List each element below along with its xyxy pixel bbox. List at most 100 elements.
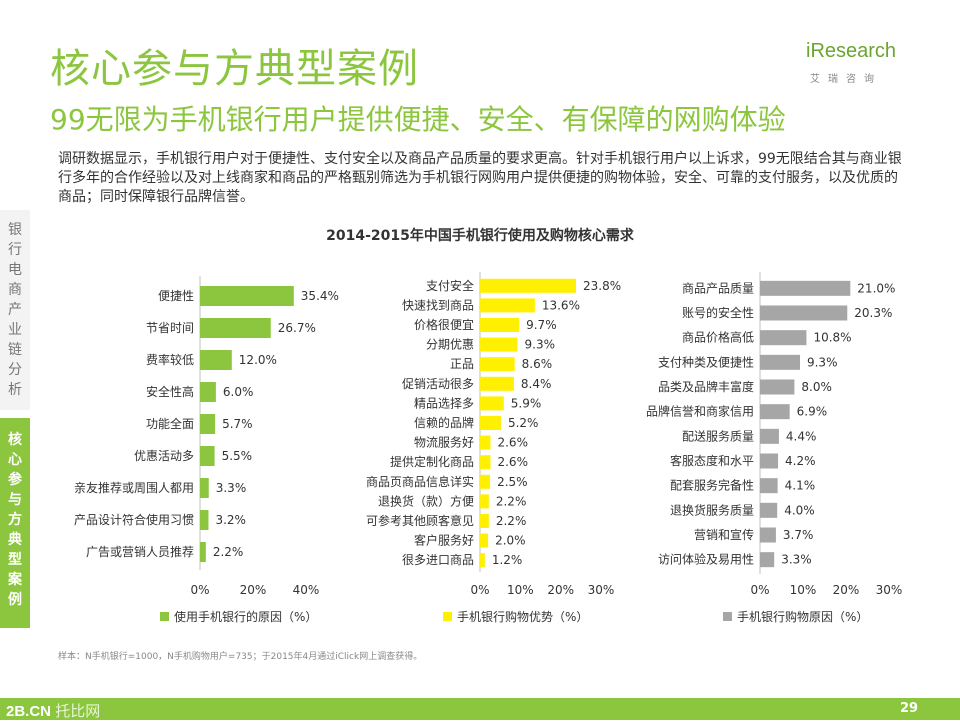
legend-label: 手机银行购物原因（%） [737, 609, 868, 624]
bar [200, 318, 271, 338]
sidebar-section-chain[interactable]: 银行电商产业链分析 [0, 210, 30, 410]
bar [760, 502, 778, 518]
tick-label: 0% [190, 583, 209, 597]
category-label: 价格很便宜 [414, 317, 474, 332]
logo-main-text: iResearch [806, 40, 897, 62]
data-label: 23.8% [583, 279, 621, 293]
bar [480, 494, 489, 509]
footer-bar: 2B.CN 托比网 29 [0, 698, 960, 720]
footer-logo: 2B.CN 托比网 [6, 700, 100, 721]
category-label: 功能全面 [146, 416, 194, 431]
sidebar-section-active[interactable]: 核心参与方典型案例 [0, 418, 30, 628]
category-label: 品牌信誉和商家信用 [646, 404, 754, 419]
category-label: 客服态度和水平 [670, 453, 754, 468]
bar [760, 552, 775, 568]
data-label: 13.6% [542, 298, 580, 312]
bar [480, 474, 491, 489]
chart-area: 2014-2015年中国手机银行使用及购物核心需求 便捷性 35.4% 节省时间 26… [74, 227, 903, 624]
data-label: 3.3% [216, 481, 247, 495]
tick-label: 20% [547, 583, 574, 597]
page-title: 核心参与方典型案例 [50, 46, 419, 92]
tick-label: 20% [833, 583, 860, 597]
intro-paragraph: 调研数据显示，手机银行用户对于便捷性、支付安全以及商品产品质量的要求更高。针对手… [58, 151, 902, 205]
category-label: 退换货服务质量 [670, 502, 754, 517]
category-label: 费率较低 [146, 352, 194, 367]
data-label: 9.3% [807, 355, 838, 369]
bar [480, 376, 514, 391]
bar [200, 510, 209, 530]
category-label: 商品页商品信息详实 [366, 474, 474, 489]
category-label: 广告或营销人员推荐 [86, 545, 194, 559]
bar [760, 453, 779, 469]
bar [760, 330, 807, 346]
category-label: 节省时间 [146, 321, 194, 335]
data-label: 9.7% [526, 318, 557, 332]
data-label: 2.2% [496, 514, 526, 528]
data-label: 20.3% [854, 306, 892, 320]
category-label: 产品设计符合使用习惯 [74, 512, 194, 527]
data-label: 4.1% [785, 479, 816, 493]
tick-label: 0% [470, 583, 489, 597]
page-number: 29 [900, 701, 919, 716]
data-label: 3.3% [781, 553, 812, 567]
data-label: 5.7% [222, 417, 253, 431]
category-label: 物流服务好 [414, 435, 474, 450]
bar [480, 455, 491, 470]
bar [480, 298, 535, 313]
category-label: 亲友推荐或周围人都用 [74, 481, 194, 495]
data-label: 6.9% [797, 405, 828, 419]
data-label: 8.6% [522, 357, 553, 371]
data-label: 2.0% [495, 534, 525, 548]
bar [200, 446, 215, 466]
bar [480, 553, 485, 568]
data-label: 26.7% [278, 321, 316, 335]
data-label: 1.2% [492, 553, 522, 567]
bar [480, 416, 501, 430]
data-label: 5.5% [222, 449, 253, 463]
category-label: 分期优惠 [426, 338, 474, 352]
bar [200, 542, 206, 562]
bar [480, 396, 504, 411]
tick-label: 40% [293, 583, 320, 597]
tick-label: 30% [588, 583, 615, 597]
data-label: 8.0% [801, 380, 832, 394]
data-label: 10.8% [813, 331, 851, 345]
data-label: 12.0% [239, 353, 277, 367]
category-label: 安全性高 [146, 384, 194, 399]
footnote: 样本：N手机银行=1000，N手机购物用户=735；于2015年4月通过iCli… [58, 652, 423, 662]
legend-swatch [443, 612, 452, 621]
category-label: 退换货（款）方便 [378, 493, 474, 508]
category-label: 促销活动很多 [402, 377, 474, 391]
category-label: 提供定制化商品 [390, 454, 474, 469]
sidebar-section-chain-label: 银行电商产业链分析 [8, 222, 22, 398]
data-label: 8.4% [521, 377, 552, 391]
bar [480, 318, 520, 332]
tick-label: 30% [876, 583, 903, 597]
legend-swatch [723, 612, 732, 621]
category-label: 便捷性 [158, 289, 194, 303]
category-label: 账号的安全性 [682, 305, 754, 320]
category-label: 支付种类及便捷性 [658, 355, 754, 369]
logo-sub-text: 艾瑞咨询 [810, 74, 882, 85]
tick-label: 20% [240, 583, 267, 597]
bar [200, 414, 216, 434]
bar [480, 357, 515, 372]
data-label: 2.2% [213, 545, 244, 559]
category-label: 营销和宣传 [694, 527, 754, 542]
bar [480, 337, 518, 352]
data-label: 3.7% [783, 528, 814, 542]
tick-label: 10% [790, 583, 817, 597]
category-label: 访问体验及易用性 [658, 552, 754, 567]
sidebar-section-active-label: 核心参与方典型案例 [8, 432, 22, 608]
tick-label: 0% [750, 583, 769, 597]
data-label: 3.2% [215, 513, 246, 527]
category-label: 优惠活动多 [134, 449, 194, 463]
category-label: 客户服务好 [414, 533, 474, 548]
data-label: 4.2% [785, 454, 816, 468]
bar [760, 354, 800, 370]
bar [480, 278, 576, 293]
bar [760, 404, 790, 420]
data-label: 2.5% [497, 475, 528, 489]
bar [200, 478, 209, 498]
legend-swatch [160, 612, 169, 621]
